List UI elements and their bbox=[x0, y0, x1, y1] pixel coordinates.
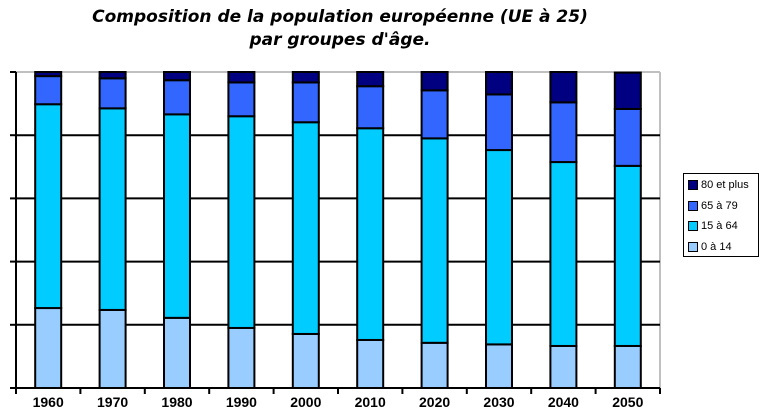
legend-swatch bbox=[688, 241, 698, 252]
chart-title-line-2: par groupes d'âge. bbox=[249, 30, 431, 50]
bar-segment bbox=[485, 71, 513, 96]
x-tick-label: 2020 bbox=[419, 394, 450, 410]
bar-segment bbox=[98, 77, 127, 110]
bar-segment bbox=[34, 71, 63, 78]
bar-segment bbox=[34, 307, 63, 389]
legend: 80 et plus 65 à 79 15 à 64 0 à 14 bbox=[683, 173, 759, 257]
legend-swatch bbox=[688, 200, 698, 211]
bar-segment bbox=[291, 81, 320, 124]
bar-segment bbox=[227, 71, 256, 84]
bar-segment bbox=[613, 164, 642, 347]
bar-segment bbox=[420, 71, 449, 92]
bar-segment bbox=[613, 107, 642, 167]
bar-segment bbox=[485, 149, 513, 346]
legend-item: 80 et plus bbox=[688, 177, 749, 193]
bar-segment bbox=[227, 326, 256, 389]
x-tick-label: 1980 bbox=[161, 394, 192, 410]
chart-title-line-1: Composition de la population européenne … bbox=[92, 7, 588, 27]
legend-label: 80 et plus bbox=[701, 179, 749, 191]
bar-segment bbox=[549, 101, 578, 164]
x-tick-label: 2050 bbox=[612, 394, 643, 410]
bar-segment bbox=[163, 113, 191, 319]
legend-item: 0 à 14 bbox=[688, 239, 732, 255]
bar-segment bbox=[485, 93, 513, 152]
x-tick-label: 2000 bbox=[290, 394, 321, 410]
legend-swatch bbox=[688, 221, 698, 231]
bar-segment bbox=[613, 344, 642, 389]
x-tick-label: 2040 bbox=[548, 394, 579, 410]
legend-item: 15 à 64 bbox=[688, 218, 738, 234]
bar-segment bbox=[227, 115, 256, 329]
x-tick-label: 1990 bbox=[226, 394, 257, 410]
bar-segment bbox=[420, 89, 449, 140]
bar-segment bbox=[98, 308, 127, 389]
bar-segment bbox=[291, 332, 320, 389]
x-tick-label: 2010 bbox=[355, 394, 386, 410]
legend-item: 65 à 79 bbox=[688, 198, 738, 214]
bar-segment bbox=[227, 81, 256, 118]
bar-segment bbox=[420, 341, 449, 390]
bar-segment bbox=[291, 121, 320, 335]
bar-segment bbox=[420, 137, 449, 344]
bar-segment bbox=[98, 71, 127, 80]
bar-segment bbox=[613, 71, 642, 110]
legend-label: 65 à 79 bbox=[701, 199, 738, 212]
bar-segment bbox=[549, 161, 578, 347]
bar-segment bbox=[34, 103, 63, 310]
bar-segment bbox=[163, 79, 191, 116]
bar-segment bbox=[163, 316, 191, 389]
x-tick-label: 1960 bbox=[33, 394, 64, 410]
bar-segment bbox=[163, 71, 191, 82]
bar-segment bbox=[356, 85, 385, 130]
bar-segment bbox=[98, 107, 127, 311]
x-tick-label: 1970 bbox=[97, 394, 128, 410]
chart-title: Composition de la population européenne … bbox=[0, 6, 680, 52]
legend-label: 15 à 64 bbox=[701, 220, 738, 232]
legend-swatch bbox=[688, 180, 698, 190]
bar-segment bbox=[549, 344, 578, 389]
legend-label: 0 à 14 bbox=[701, 240, 732, 253]
bar-segment bbox=[291, 71, 320, 84]
bar-segment bbox=[549, 71, 578, 104]
bar-segment bbox=[356, 127, 385, 341]
bar-segment bbox=[356, 71, 385, 88]
x-tick-label: 2030 bbox=[483, 394, 514, 410]
bar-segment bbox=[485, 343, 513, 389]
bar-segment bbox=[356, 338, 385, 389]
bar-segment bbox=[34, 75, 63, 106]
